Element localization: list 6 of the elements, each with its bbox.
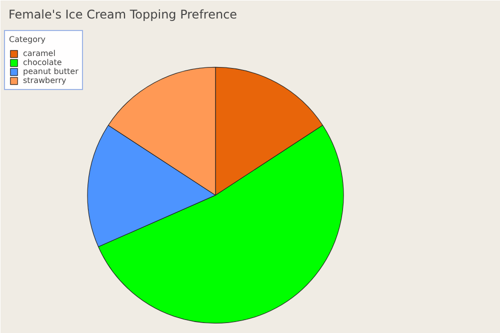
legend-label: caramel <box>23 49 56 58</box>
chart-title: Female's Ice Cream Topping Prefrence <box>8 8 238 22</box>
legend-title: Category <box>9 35 47 44</box>
legend-label: chocolate <box>23 58 62 67</box>
legend-label: strawberry <box>23 76 66 85</box>
legend-label: peanut butter <box>23 67 78 76</box>
